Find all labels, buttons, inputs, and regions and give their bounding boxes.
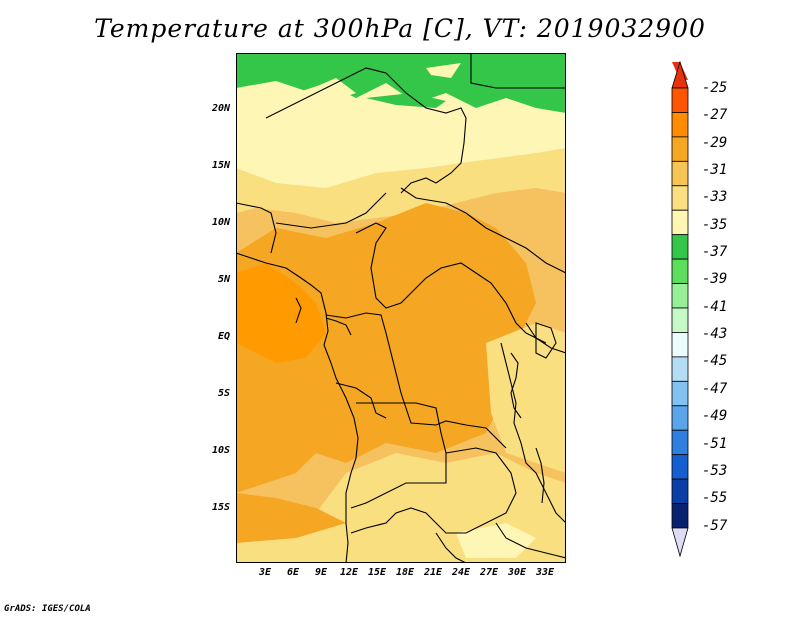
field-green-streak-2 <box>426 63 461 78</box>
border-central <box>355 222 547 344</box>
colorbar-swatch <box>671 405 689 431</box>
lat-label: 15S <box>211 502 230 513</box>
lon-label: 6E <box>286 567 300 578</box>
colorbar-swatch <box>671 258 689 284</box>
colorbar-swatch <box>671 209 689 236</box>
colorbar-label: -39 <box>702 271 728 287</box>
borders <box>235 53 567 564</box>
colorbar-label: -29 <box>702 135 728 151</box>
colorbar-bottom-cap <box>671 527 689 558</box>
colorbar-label: -47 <box>702 381 728 397</box>
colorbar-label: -37 <box>702 244 728 260</box>
lat-label: 5N <box>217 274 230 285</box>
colorbar-label: -57 <box>702 518 728 534</box>
lon-label: 30E <box>507 567 527 578</box>
border-congo-1 <box>325 312 507 449</box>
lon-label: 12E <box>339 567 359 578</box>
colorbar-swatch <box>671 234 689 260</box>
border-south <box>435 522 567 564</box>
lat-label: 20N <box>211 103 230 114</box>
colorbar-label: -43 <box>702 326 728 342</box>
grads-credit: GrADS: IGES/COLA <box>4 604 91 614</box>
map-area: 20N 15N 10N 5N EQ 5S 10S 15S 3E 6E 9E 12… <box>212 53 567 578</box>
border-congo-2 <box>335 382 387 419</box>
border-north-1 <box>265 67 467 194</box>
lat-label: 10S <box>211 445 230 456</box>
colorbar-label: -27 <box>702 107 728 123</box>
colorbar-label: -45 <box>702 353 728 369</box>
field-light-orange-east <box>486 323 566 473</box>
border-zambia <box>350 447 517 534</box>
border-east-1 <box>500 342 567 524</box>
colorbar-label: -35 <box>702 217 728 233</box>
border-sahel <box>235 192 387 254</box>
map-frame <box>236 53 566 563</box>
colorbar-swatch <box>671 87 689 113</box>
border-angola <box>350 402 447 509</box>
colorbar-swatch <box>671 307 689 333</box>
colorbar-swatch <box>671 380 689 407</box>
colorbar-label: -33 <box>702 189 728 205</box>
colorbar-swatch <box>671 160 689 187</box>
colorbar-label: -55 <box>702 490 728 506</box>
border-small <box>295 297 352 336</box>
field-pale-south <box>456 523 536 558</box>
field-pale-in-green <box>236 78 356 108</box>
colorbar-swatch <box>671 332 689 358</box>
field-orange-central <box>236 203 536 493</box>
colorbar-top-cap <box>672 62 688 80</box>
colorbar-swatch <box>671 185 689 211</box>
colorbar-swatch <box>671 356 689 382</box>
field-green-north <box>236 53 566 113</box>
colorbar-swatch <box>671 478 689 504</box>
lon-label: 21E <box>423 567 443 578</box>
colorbar-label: -31 <box>702 162 728 178</box>
map-title: Temperature at 300hPa [C], VT: 201903290… <box>94 14 706 43</box>
colorbar-label: -25 <box>702 80 728 96</box>
lon-label: 18E <box>395 567 415 578</box>
colorbar-swatch <box>671 454 689 480</box>
colorbar-label: -41 <box>702 299 728 315</box>
colorbar-swatch <box>671 136 689 162</box>
lat-label: 5S <box>217 388 230 399</box>
lon-label: 27E <box>479 567 499 578</box>
border-lake-1 <box>510 352 545 504</box>
lat-label: 15N <box>211 160 230 171</box>
lat-label: EQ <box>217 331 230 342</box>
border-east-2 <box>525 322 567 354</box>
border-sudan <box>400 187 567 274</box>
colorbar-swatch <box>671 503 689 529</box>
lon-label: 33E <box>535 567 555 578</box>
lon-label: 15E <box>367 567 387 578</box>
lat-label: 10N <box>211 217 230 228</box>
colorbar-label: -51 <box>702 436 728 452</box>
coastline-west <box>235 252 359 564</box>
field-deep-orange-west <box>236 263 326 363</box>
border-north-2 <box>470 53 566 89</box>
border-lake-2 <box>535 322 557 359</box>
lon-label: 9E <box>314 567 328 578</box>
colorbar-top-cap <box>671 60 689 89</box>
field-light-orange-north <box>236 148 566 223</box>
colorbar-swatch <box>671 112 689 138</box>
colorbar-label: -49 <box>702 408 728 424</box>
field-deep-orange-east <box>416 278 476 338</box>
colorbar-label: -53 <box>702 463 728 479</box>
field-orange-south <box>236 493 346 543</box>
temperature-map <box>235 53 567 564</box>
colorbar-swatch <box>671 283 689 309</box>
lon-label: 24E <box>451 567 471 578</box>
colorbar-boxes <box>671 87 689 529</box>
lon-label: 3E <box>258 567 272 578</box>
colorbar-swatch <box>671 429 689 456</box>
field-green-streak-1 <box>366 93 446 108</box>
